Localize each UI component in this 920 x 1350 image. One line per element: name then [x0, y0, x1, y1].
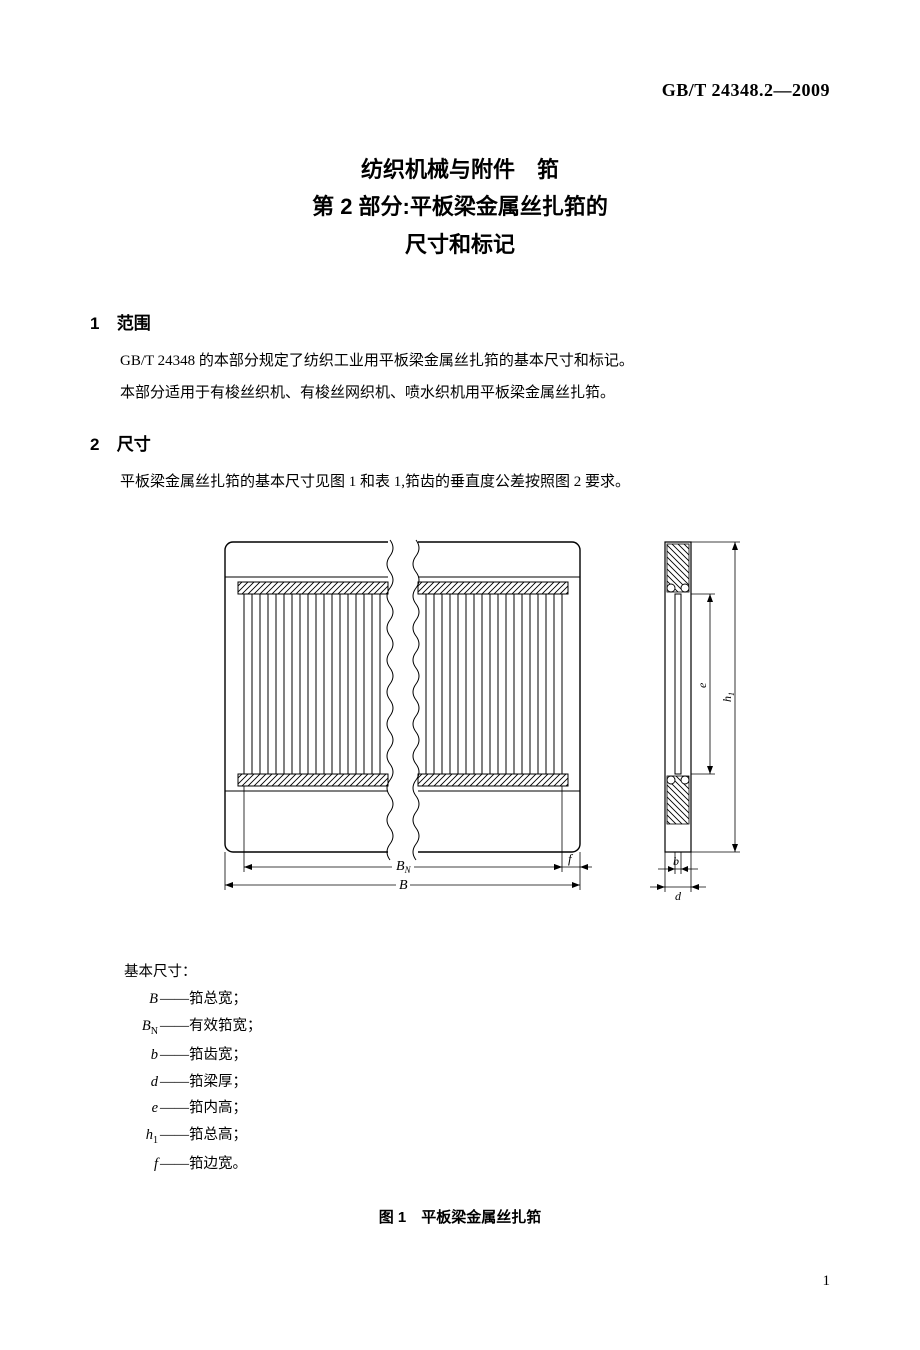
dim-label-b: b: [673, 854, 679, 868]
dim-label-f: f: [568, 851, 574, 866]
dim-label-B: B: [399, 878, 408, 893]
page-number: 1: [90, 1273, 830, 1290]
section-num-2: 2: [90, 435, 112, 455]
legend-title: 基本尺寸：: [124, 959, 830, 986]
title-line-2: 第 2 部分:平板梁金属丝扎筘的: [90, 188, 830, 225]
section-heading-2: 2 尺寸: [90, 430, 830, 455]
side-view: b d e h1: [650, 542, 740, 903]
legend-item-b: b ——筘齿宽；: [124, 1042, 830, 1069]
dim-label-d: d: [675, 889, 682, 903]
dim-label-e: e: [695, 682, 709, 688]
para-1-2: 本部分适用于有梭丝织机、有梭丝网织机、喷水织机用平板梁金属丝扎筘。: [90, 380, 830, 408]
legend-item-d: d ——筘梁厚；: [124, 1069, 830, 1096]
legend-block: 基本尺寸： B ——筘总宽； BN ——有效筘宽； b ——筘齿宽； d ——筘…: [124, 959, 830, 1177]
document-page: GB/T 24348.2—2009 纺织机械与附件 筘 第 2 部分:平板梁金属…: [0, 0, 920, 1350]
legend-item-f: f ——筘边宽。: [124, 1151, 830, 1178]
section-num-1: 1: [90, 314, 112, 334]
section-title-2: 尺寸: [117, 435, 151, 454]
section-title-1: 范围: [117, 314, 151, 333]
figure-1-diagram: BN B f: [90, 522, 830, 927]
figure-caption: 图 1 平板梁金属丝扎筘: [90, 1206, 830, 1227]
front-view: BN B f: [225, 538, 592, 893]
para-2-1: 平板梁金属丝扎筘的基本尺寸见图 1 和表 1,筘齿的垂直度公差按照图 2 要求。: [90, 469, 830, 497]
legend-item-B: B ——筘总宽；: [124, 986, 830, 1013]
dim-label-h1: h1: [720, 692, 736, 702]
title-line-3: 尺寸和标记: [90, 226, 830, 263]
section-heading-1: 1 范围: [90, 309, 830, 334]
para-1-1: GB/T 24348 的本部分规定了纺织工业用平板梁金属丝扎筘的基本尺寸和标记。: [90, 348, 830, 376]
title-line-1: 纺织机械与附件 筘: [90, 151, 830, 188]
legend-item-BN: BN ——有效筘宽；: [124, 1013, 830, 1042]
standard-code: GB/T 24348.2—2009: [90, 80, 830, 101]
legend-item-e: e ——筘内高；: [124, 1095, 830, 1122]
title-block: 纺织机械与附件 筘 第 2 部分:平板梁金属丝扎筘的 尺寸和标记: [90, 151, 830, 263]
legend-item-h1: h1 ——筘总高；: [124, 1122, 830, 1151]
